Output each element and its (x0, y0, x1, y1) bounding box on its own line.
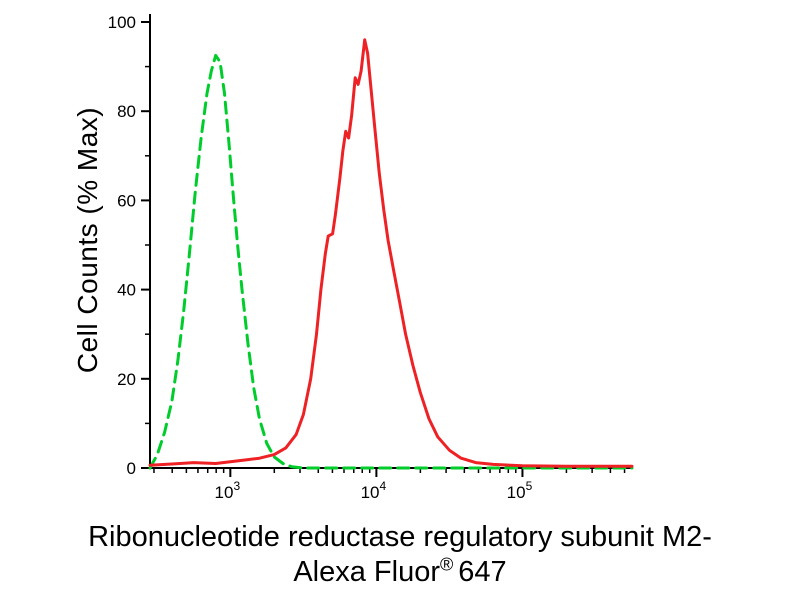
y-tick-label: 0 (127, 459, 136, 478)
x-axis-title-line1: Ribonucleotide reductase regulatory subu… (88, 521, 712, 553)
x-axis-title-line2-suffix: 647 (458, 556, 507, 589)
histogram-plot: 0 20 40 60 80 100 103 104 105 (108, 13, 634, 502)
y-axis-label: Cell Counts (% Max) (72, 106, 103, 374)
y-tick-label: 100 (108, 13, 136, 32)
x-axis-title-line2-prefix: Alexa Fluor (293, 556, 440, 589)
x-tick-label: 104 (361, 479, 387, 502)
y-tick-label: 60 (117, 191, 136, 210)
x-tick-label: 103 (215, 479, 241, 502)
green-dashed-curve (148, 53, 634, 470)
y-tick-label: 40 (117, 281, 136, 300)
y-tick-label: 20 (117, 370, 136, 389)
registered-trademark-symbol: ® (440, 554, 454, 575)
x-tick-label: 105 (507, 479, 533, 502)
y-tick-label: 80 (117, 102, 136, 121)
red-solid-curve (148, 38, 634, 468)
x-axis-title: Ribonucleotide reductase regulatory subu… (0, 520, 800, 591)
